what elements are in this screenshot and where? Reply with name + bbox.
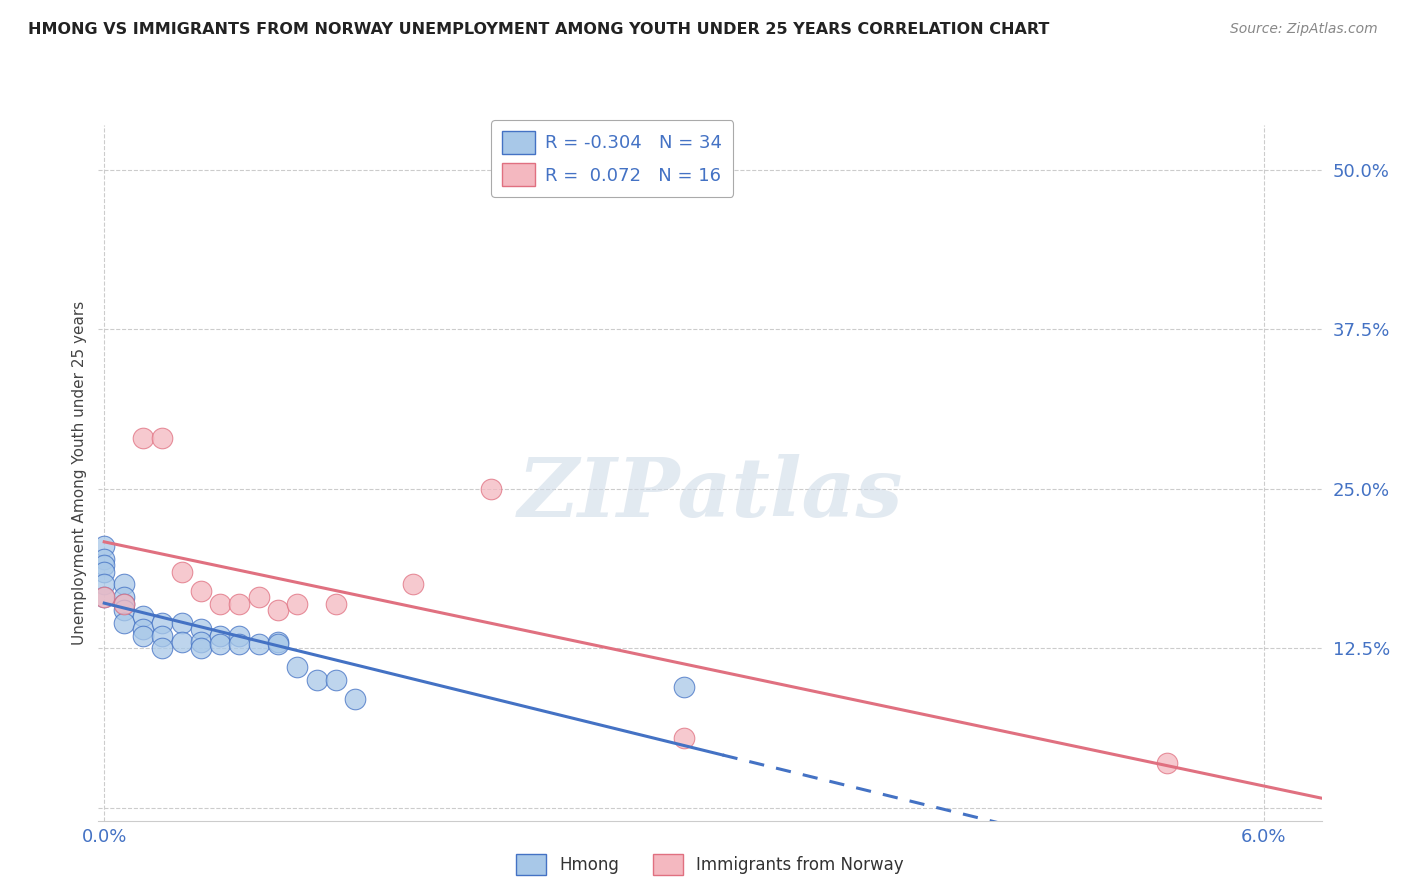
Point	[209, 597, 232, 611]
Point	[672, 731, 695, 745]
Text: Source: ZipAtlas.com: Source: ZipAtlas.com	[1230, 22, 1378, 37]
Point	[112, 591, 135, 605]
Point	[150, 628, 173, 642]
Point	[112, 577, 135, 591]
Point	[267, 635, 290, 649]
Point	[325, 673, 347, 688]
Point	[150, 641, 173, 656]
Point	[132, 622, 155, 636]
Point	[170, 635, 193, 649]
Point	[209, 637, 232, 651]
Point	[287, 660, 309, 674]
Point	[344, 692, 367, 706]
Point	[112, 597, 135, 611]
Point	[1156, 756, 1178, 771]
Point	[150, 431, 173, 445]
Point	[112, 603, 135, 617]
Point	[132, 431, 155, 445]
Point	[247, 637, 270, 651]
Point	[479, 482, 502, 496]
Point	[305, 673, 328, 688]
Point	[228, 628, 250, 642]
Point	[287, 597, 309, 611]
Point	[93, 591, 115, 605]
Point	[93, 591, 115, 605]
Point	[325, 597, 347, 611]
Point	[190, 622, 212, 636]
Y-axis label: Unemployment Among Youth under 25 years: Unemployment Among Youth under 25 years	[72, 301, 87, 645]
Point	[93, 539, 115, 553]
Point	[672, 680, 695, 694]
Point	[209, 628, 232, 642]
Legend: Hmong, Immigrants from Norway: Hmong, Immigrants from Norway	[509, 847, 911, 882]
Point	[170, 565, 193, 579]
Point	[190, 635, 212, 649]
Point	[267, 637, 290, 651]
Point	[228, 637, 250, 651]
Point	[228, 597, 250, 611]
Point	[93, 552, 115, 566]
Point	[93, 558, 115, 573]
Point	[150, 615, 173, 630]
Point	[93, 565, 115, 579]
Text: ZIPatlas: ZIPatlas	[517, 454, 903, 533]
Point	[93, 577, 115, 591]
Point	[132, 609, 155, 624]
Point	[267, 603, 290, 617]
Point	[132, 628, 155, 642]
Point	[190, 583, 212, 598]
Point	[112, 615, 135, 630]
Point	[247, 591, 270, 605]
Point	[170, 615, 193, 630]
Point	[112, 597, 135, 611]
Point	[190, 641, 212, 656]
Text: HMONG VS IMMIGRANTS FROM NORWAY UNEMPLOYMENT AMONG YOUTH UNDER 25 YEARS CORRELAT: HMONG VS IMMIGRANTS FROM NORWAY UNEMPLOY…	[28, 22, 1049, 37]
Point	[402, 577, 425, 591]
